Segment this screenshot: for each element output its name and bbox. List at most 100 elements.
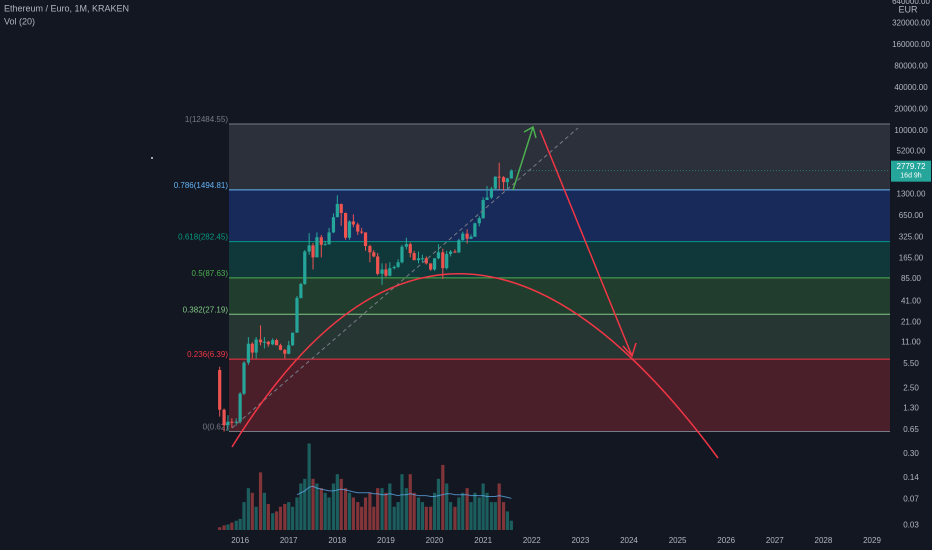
x-tick-label: 2020 [426,536,444,545]
candle-body [392,266,396,269]
candle-body [295,297,299,333]
candle-body [315,237,319,258]
candle-body [501,177,506,183]
candle-body [262,341,267,343]
candle-body [505,178,510,183]
fib-zone [229,241,890,278]
dot [151,157,153,159]
fib-zone [229,189,890,242]
volume-bar [376,488,380,530]
candle-body [416,258,421,261]
volume-bar [319,488,323,530]
candle-body [469,236,473,239]
volume-bar [408,474,412,530]
x-tick-label: 2019 [377,536,395,545]
candle-body [356,224,360,232]
candle-body [388,268,392,276]
volume-bar [351,497,355,530]
candle-body [218,370,222,410]
volume-bar [343,488,348,530]
candle-body [436,252,441,259]
volume-bar [271,513,275,530]
candle-body [331,217,336,233]
fib-label: 0.786(1494.81) [174,181,229,190]
volume-bar [295,497,299,530]
candle-body [226,421,230,426]
candle-body [445,253,449,269]
x-tick-label: 2022 [523,536,541,545]
fib-zone [229,359,890,432]
volume-bar [412,492,416,530]
volume-bar [477,497,481,530]
x-tick-label: 2021 [474,536,492,545]
candle-body [429,263,433,270]
volume-bar [388,483,392,530]
candle-body [457,240,461,253]
volume-bar [380,488,384,530]
volume-bar [416,497,421,530]
y-tick-label: 0.07 [903,494,919,503]
candle-body [323,244,327,246]
volume-bar [392,506,396,530]
y-tick-label: 1.30 [903,404,919,413]
y-tick-label: 1300.00 [897,189,926,198]
candle-body [412,253,416,261]
candle-body [408,244,412,254]
fib-zone [229,314,890,360]
volume-bar [262,492,267,530]
candle-body [363,232,368,247]
fib-zone [229,277,890,315]
x-tick-label: 2024 [620,536,638,545]
volume-bar [238,518,242,530]
candle-body [453,251,457,253]
y-tick-label: 41.00 [901,297,922,306]
volume-bar [331,483,336,530]
volume-bar [441,464,445,530]
volume-bar [457,497,461,530]
volume-bar [303,478,307,530]
volume-bar [363,497,368,530]
candle-body [311,245,315,258]
volume-bar [384,492,388,530]
candle-body [461,233,465,241]
x-tick-label: 2026 [717,536,735,545]
candle-body [368,246,372,253]
arc [231,273,719,459]
y-tick-label: 11.00 [901,337,921,346]
last-price: 2779.72 [897,162,926,171]
candle-body [441,252,445,269]
volume-bar [360,506,364,530]
volume-bar [445,483,449,530]
candle-body [291,332,295,346]
fib-zone [229,124,890,190]
candle-body [234,421,238,423]
volume-bar [218,527,222,530]
volume-bar [283,503,287,530]
volume-pane [218,443,513,530]
candle-body [497,176,501,178]
candle-body [246,343,250,363]
currency-label: EUR [898,4,918,14]
volume-title: Vol (20) [4,16,35,26]
y-tick-label: 10000.00 [894,126,928,135]
candle-body [404,244,408,247]
volume-bar [400,474,404,530]
candle-body [465,233,469,239]
candle-body [400,246,404,263]
x-tick-label: 2016 [231,536,249,545]
candle-body [376,256,380,274]
candle-body [230,421,234,423]
volume-bar [485,492,489,530]
candle-body [485,197,489,200]
y-tick-label: 5200.00 [897,146,926,155]
volume-bar [242,502,246,530]
candle-body [283,349,287,354]
candle-body [266,341,270,345]
y-tick-label: 80000.00 [894,62,928,71]
candle-body [327,232,331,245]
y-tick-label: 650.00 [899,211,924,220]
volume-bar [266,503,270,530]
volume-bar [493,502,497,530]
